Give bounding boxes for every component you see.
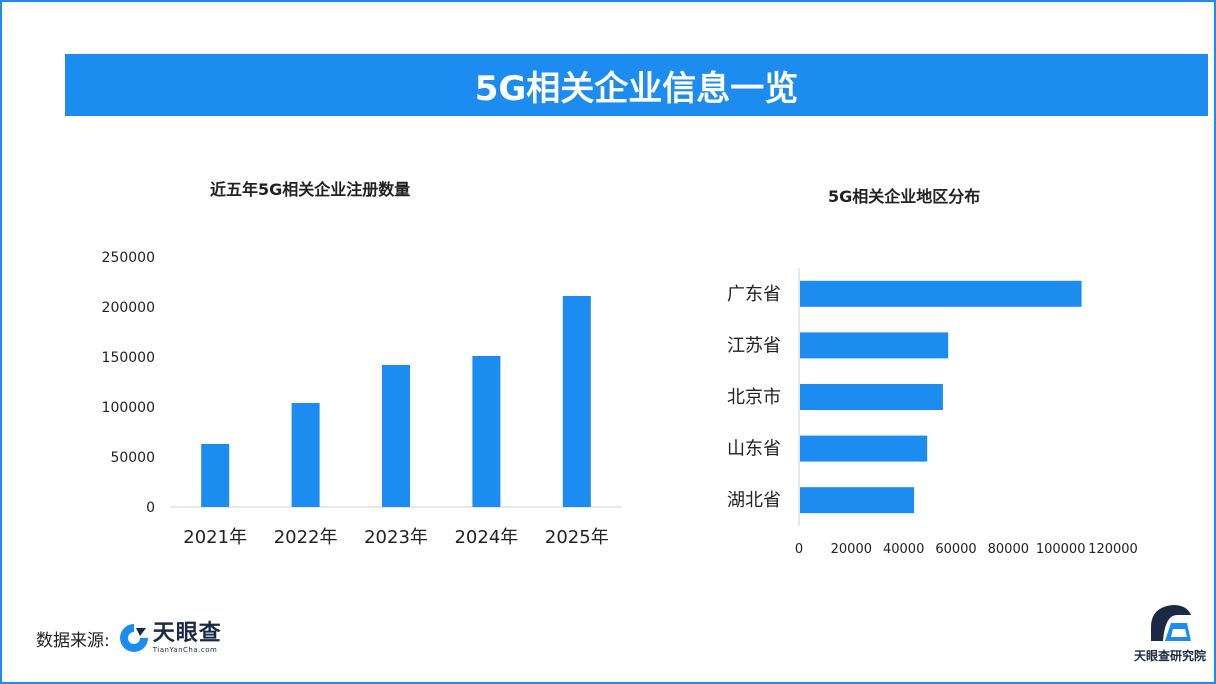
x-tick-label: 2022年 [274, 527, 338, 548]
y-tick-label: 山东省 [727, 439, 781, 460]
institute-logo: 天眼查研究院 [1134, 603, 1206, 664]
tianyancha-logo: 天眼查 TianYanCha.com [118, 622, 222, 654]
bar-湖北省 [800, 487, 915, 514]
y-tick-label: 50000 [110, 450, 155, 466]
bar-广东省 [800, 280, 1082, 307]
bar-2024年 [472, 356, 501, 507]
hbar-chart-title: 5G相关企业地区分布 [828, 187, 981, 206]
brand-domain: TianYanCha.com [152, 645, 218, 654]
bar-山东省 [800, 435, 928, 462]
y-tick-label: 江苏省 [727, 335, 781, 356]
y-tick-label: 200000 [102, 300, 155, 316]
y-tick-label: 150000 [102, 350, 155, 366]
x-tick-label: 80000 [988, 542, 1029, 557]
bar-2025年 [562, 296, 591, 507]
y-tick-label: 250000 [102, 250, 155, 266]
x-tick-label: 2024年 [454, 527, 518, 548]
x-tick-label: 60000 [935, 542, 976, 557]
source-label: 数据来源: [36, 630, 110, 651]
bar-2022年 [291, 403, 320, 507]
x-tick-label: 2021年 [183, 527, 247, 548]
institute-logo-icon [1150, 605, 1191, 641]
bar-2021年 [201, 444, 230, 507]
y-tick-label: 广东省 [727, 284, 781, 305]
institute-name: 天眼查研究院 [1133, 649, 1206, 663]
x-tick-label: 40000 [883, 542, 924, 557]
brand-name: 天眼查 [152, 620, 222, 646]
y-tick-label: 0 [146, 500, 155, 516]
y-tick-label: 北京市 [727, 387, 781, 408]
bar-2023年 [382, 365, 410, 507]
bar-江苏省 [800, 332, 949, 359]
x-tick-label: 120000 [1088, 542, 1138, 557]
bar-北京市 [800, 384, 943, 410]
title-banner: 5G相关企业信息一览 [65, 54, 1208, 116]
x-tick-label: 2025年 [545, 527, 609, 548]
bar-chart-title: 近五年5G相关企业注册数量 [210, 180, 411, 199]
x-tick-label: 100000 [1036, 542, 1086, 557]
x-tick-label: 20000 [831, 542, 872, 557]
x-tick-label: 0 [795, 542, 803, 557]
y-tick-label: 湖北省 [727, 490, 781, 511]
data-source: 数据来源: 天眼查 TianYanCha.com [36, 622, 222, 654]
y-tick-label: 100000 [102, 400, 155, 416]
page-title: 5G相关企业信息一览 [474, 68, 799, 109]
x-tick-label: 2023年 [364, 527, 428, 548]
tianyancha-logo-icon [119, 624, 148, 652]
